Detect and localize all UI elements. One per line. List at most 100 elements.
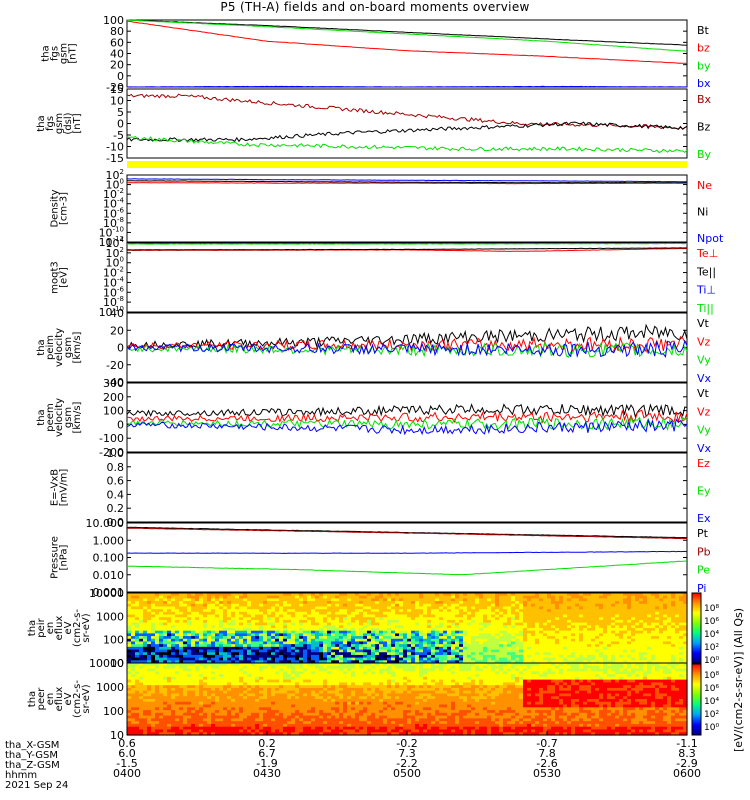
spectrogram-cell <box>431 619 436 624</box>
spectrogram-cell <box>515 641 520 645</box>
spectrogram-cell <box>227 630 232 634</box>
spectrogram-cell <box>191 593 196 597</box>
spectrogram-cell <box>603 609 608 613</box>
spectrogram-cell <box>571 649 576 653</box>
spectrogram-cell <box>203 625 208 629</box>
spectrogram-cell <box>503 660 508 664</box>
spectrogram-cell <box>511 630 516 634</box>
spectrogram-cell <box>147 718 152 722</box>
spectrogram-cell <box>371 611 376 616</box>
spectrogram-cell <box>387 633 392 637</box>
spectrogram-cell <box>231 660 236 664</box>
spectrogram-cell <box>539 598 544 602</box>
spectrogram-cell <box>239 710 244 714</box>
spectrogram-cell <box>599 638 604 643</box>
spectrogram-cell <box>547 603 552 608</box>
spectrogram-cell <box>471 603 476 608</box>
spectrogram-cell <box>659 593 664 597</box>
spectrogram-cell <box>283 636 288 640</box>
spectrogram-cell <box>559 638 564 643</box>
spectrogram-cell <box>179 701 184 706</box>
spectrogram-cell <box>571 652 576 656</box>
spectrogram-cell <box>199 704 204 708</box>
spectrogram-cell <box>551 630 556 634</box>
spectrogram-cell <box>251 710 256 714</box>
y-axis-label: sr-eV) <box>81 613 92 642</box>
spectrogram-cell <box>511 641 516 645</box>
spectrogram-cell <box>407 660 412 664</box>
spectrogram-cell <box>515 598 520 602</box>
spectrogram-cell <box>155 718 160 722</box>
spectrogram-cell <box>559 641 564 645</box>
spectrogram-cell <box>579 617 584 621</box>
spectrogram-cell <box>215 622 220 626</box>
spectrogram-cell <box>131 699 136 703</box>
spectrogram-cell <box>567 619 572 624</box>
spectrogram-cell <box>519 628 524 632</box>
spectrogram-cell <box>523 649 528 653</box>
spectrogram-cell <box>283 663 288 667</box>
spectrogram-cell <box>271 712 276 717</box>
spectrogram-cell <box>183 625 188 629</box>
spectrogram-cell <box>343 598 348 602</box>
spectrogram-cell <box>519 611 524 616</box>
spectrogram-cell <box>187 606 192 610</box>
spectrogram-cell <box>355 611 360 616</box>
spectrogram-cell <box>539 660 544 664</box>
spectrogram-cell <box>335 652 340 656</box>
spectrogram-cell <box>179 619 184 624</box>
spectrogram-cell <box>131 726 136 731</box>
spectrogram-cell <box>447 633 452 637</box>
spectrogram-cell <box>491 622 496 626</box>
spectrogram-cell <box>207 619 212 624</box>
spectrogram-cell <box>627 606 632 610</box>
spectrogram-cell <box>171 606 176 610</box>
spectrogram-cell <box>259 674 264 678</box>
spectrogram-cell <box>259 690 264 695</box>
spectrogram-cell <box>207 696 212 700</box>
spectrogram-cell <box>487 611 492 616</box>
spectrogram-cell <box>471 644 476 648</box>
spectrogram-cell <box>403 603 408 608</box>
spectrogram-cell <box>315 657 320 661</box>
spectrogram-cell <box>507 657 512 661</box>
spectrogram-cell <box>223 649 228 653</box>
spectrogram-cell <box>135 699 140 703</box>
spectrogram-cell <box>607 641 612 645</box>
spectrogram-cell <box>439 646 444 651</box>
spectrogram-cell <box>499 641 504 645</box>
spectrogram-cell <box>171 652 176 656</box>
spectrogram-cell <box>223 630 228 634</box>
spectrogram-cell <box>167 663 172 667</box>
spectrogram-cell <box>603 606 608 610</box>
y-tick-label: -40 <box>106 376 124 389</box>
spectrogram-cell <box>155 690 160 695</box>
spectrogram-cell <box>283 701 288 706</box>
spectrogram-cell <box>143 718 148 722</box>
legend-label: Te|| <box>696 265 716 278</box>
spectrogram-cell <box>415 601 420 605</box>
spectrogram-cell <box>603 622 608 626</box>
spectrogram-cell <box>319 606 324 610</box>
spectrogram-cell <box>351 609 356 613</box>
spectrogram-cell <box>291 598 296 602</box>
spectrogram-cell <box>163 726 168 731</box>
spectrogram-cell <box>207 723 212 728</box>
spectrogram-cell <box>243 593 248 597</box>
spectrogram-cell <box>307 609 312 613</box>
spectrogram-cell <box>223 617 228 621</box>
spectrogram-cell <box>271 729 276 733</box>
spectrogram-cell <box>487 609 492 613</box>
spectrogram-cell <box>155 699 160 703</box>
spectrogram-cell <box>331 601 336 605</box>
spectrogram-cell <box>407 617 412 621</box>
spectrogram-cell <box>531 628 536 632</box>
spectrogram-cell <box>135 687 140 692</box>
spectrogram-cell <box>435 601 440 605</box>
spectrogram-cell <box>259 630 264 634</box>
spectrogram-cell <box>579 646 584 651</box>
spectrogram-cell <box>251 628 256 632</box>
spectrogram-cell <box>515 649 520 653</box>
spectrogram-cell <box>459 593 464 597</box>
spectrogram-cell <box>179 606 184 610</box>
